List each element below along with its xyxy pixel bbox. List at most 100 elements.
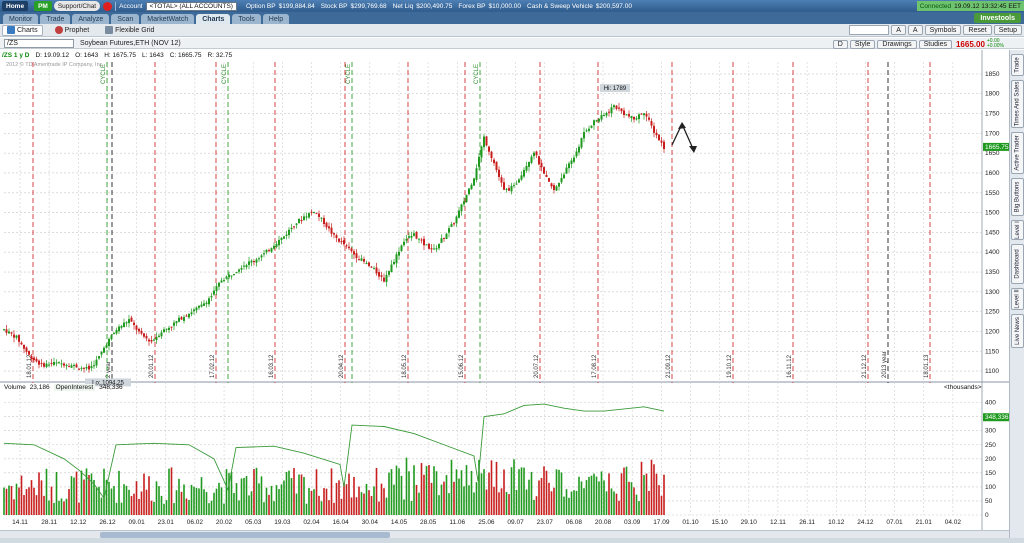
symbol-input[interactable]: /ZS <box>4 38 74 48</box>
layout-input[interactable] <box>849 25 890 35</box>
tab-charts[interactable]: Charts <box>196 14 231 24</box>
candle-body <box>350 248 353 252</box>
home-button[interactable]: Home <box>2 1 29 11</box>
right-tab-level-1[interactable]: Level I <box>1011 220 1024 240</box>
arrowhead-down <box>689 146 697 153</box>
style-button[interactable]: Style <box>849 39 876 49</box>
candle-body <box>75 364 78 368</box>
font-size-up-button[interactable]: A <box>907 25 923 35</box>
reset-button[interactable]: Reset <box>963 25 992 35</box>
date-tick-label: 07.01 <box>886 519 903 526</box>
daily-period-button[interactable]: D <box>832 39 848 49</box>
candle-body <box>385 274 388 283</box>
volume-bar <box>285 471 288 515</box>
candle-body <box>398 251 400 256</box>
right-tab-trade[interactable]: Trade <box>1011 54 1024 76</box>
support-chat-button[interactable]: Support/Chat <box>53 1 101 11</box>
volume-bar <box>218 482 220 515</box>
tab-monitor[interactable]: Monitor <box>3 14 39 24</box>
connection-status: Connected 19.09.12 13:32:45 EET <box>916 1 1024 11</box>
volume-bar <box>113 486 115 515</box>
tab-trade[interactable]: Trade <box>40 14 71 24</box>
candle-body <box>538 156 540 165</box>
tab-analyze[interactable]: Analyze <box>72 14 110 24</box>
volume-bar <box>583 488 585 515</box>
volume-bar <box>248 495 250 515</box>
tab-help[interactable]: Help <box>262 14 290 24</box>
candle-body <box>55 362 58 364</box>
candle-body <box>278 239 280 246</box>
net-change: +0.00 <box>986 38 1000 44</box>
candle-body <box>535 151 538 156</box>
candle-body <box>273 245 275 249</box>
volume-bar <box>65 498 68 515</box>
subtab-flexible-grid[interactable]: Flexible Grid <box>101 25 158 36</box>
drawings-button[interactable]: Drawings <box>877 39 917 49</box>
volume-bar <box>90 473 93 515</box>
subtab-prophet[interactable]: Prophet <box>51 25 94 36</box>
paper-money-badge[interactable]: PM <box>34 1 52 11</box>
right-tab-level-2[interactable]: Level II <box>1011 288 1024 310</box>
candle-body <box>475 168 478 180</box>
volume-bar <box>173 503 175 515</box>
setup-button[interactable]: Setup <box>993 25 1022 35</box>
volume-bar <box>478 459 480 515</box>
candle-body <box>140 330 143 334</box>
font-size-down-button[interactable]: A <box>891 25 906 35</box>
volume-bar <box>263 502 265 515</box>
candle-body <box>80 367 83 369</box>
tab-scan[interactable]: Scan <box>111 14 140 24</box>
candle-body <box>115 329 118 334</box>
volume-bar <box>345 484 348 515</box>
candle-body <box>125 322 128 324</box>
candle-body <box>390 264 393 273</box>
volume-bar <box>458 478 460 515</box>
volume-bar <box>493 486 495 515</box>
option-bp-value: $199,884.84 <box>278 2 315 10</box>
candle-body <box>165 328 168 330</box>
candle-body <box>353 251 355 255</box>
candle-body <box>288 229 290 236</box>
subtab-charts-label: Charts <box>17 26 38 34</box>
right-gadget-panel: Trade Times And Sales Active Trader Big … <box>1009 50 1024 543</box>
volume-bar <box>18 487 20 515</box>
candle-body <box>483 136 485 148</box>
subtab-charts[interactable]: Charts <box>2 24 43 36</box>
volume-bar <box>138 498 140 515</box>
volume-bar <box>558 469 560 515</box>
event-marker-label: 16.11.12 <box>787 354 793 378</box>
symbols-button[interactable]: Symbols <box>924 25 962 35</box>
alert-indicator-icon[interactable] <box>103 1 113 11</box>
right-tab-active-trader[interactable]: Active Trader <box>1011 132 1024 174</box>
volume-bar <box>33 487 35 515</box>
investools-button[interactable]: Investools <box>974 13 1021 23</box>
candle-body <box>655 132 658 136</box>
date-tick-label: 19.03 <box>274 519 291 526</box>
volume-bar <box>3 487 5 515</box>
volume-bar <box>48 500 50 515</box>
volume-bar <box>333 502 335 515</box>
volume-bar <box>293 468 295 515</box>
candle-body <box>118 326 120 332</box>
candle-body <box>213 290 215 295</box>
scrollbar-thumb[interactable] <box>100 532 390 538</box>
divider <box>115 1 117 11</box>
tab-marketwatch[interactable]: MarketWatch <box>141 14 195 24</box>
right-tab-times-and-sales[interactable]: Times And Sales <box>1011 80 1024 128</box>
right-tab-dashboard[interactable]: Dashboard <box>1011 244 1024 284</box>
right-tab-live-news[interactable]: Live News <box>1011 314 1024 348</box>
volume-bar <box>190 484 193 515</box>
open-interest-value: 348,336 <box>99 384 123 391</box>
price-chart[interactable]: 1100115012001250130013501400145015001550… <box>0 50 1009 530</box>
candle-body <box>255 259 258 263</box>
studies-button[interactable]: Studies <box>918 39 952 49</box>
volume-bar <box>118 470 120 515</box>
chart-horizontal-scrollbar[interactable] <box>0 530 1009 538</box>
candle-body <box>628 114 630 117</box>
open-interest-tag: 348,336 <box>985 414 1009 421</box>
tab-tools[interactable]: Tools <box>232 14 261 24</box>
candle-body <box>130 317 133 322</box>
candle-body <box>108 338 110 347</box>
account-selector[interactable]: <TOTAL> (ALL ACCOUNTS) <box>145 1 237 11</box>
right-tab-big-buttons[interactable]: Big Buttons <box>1011 178 1024 216</box>
